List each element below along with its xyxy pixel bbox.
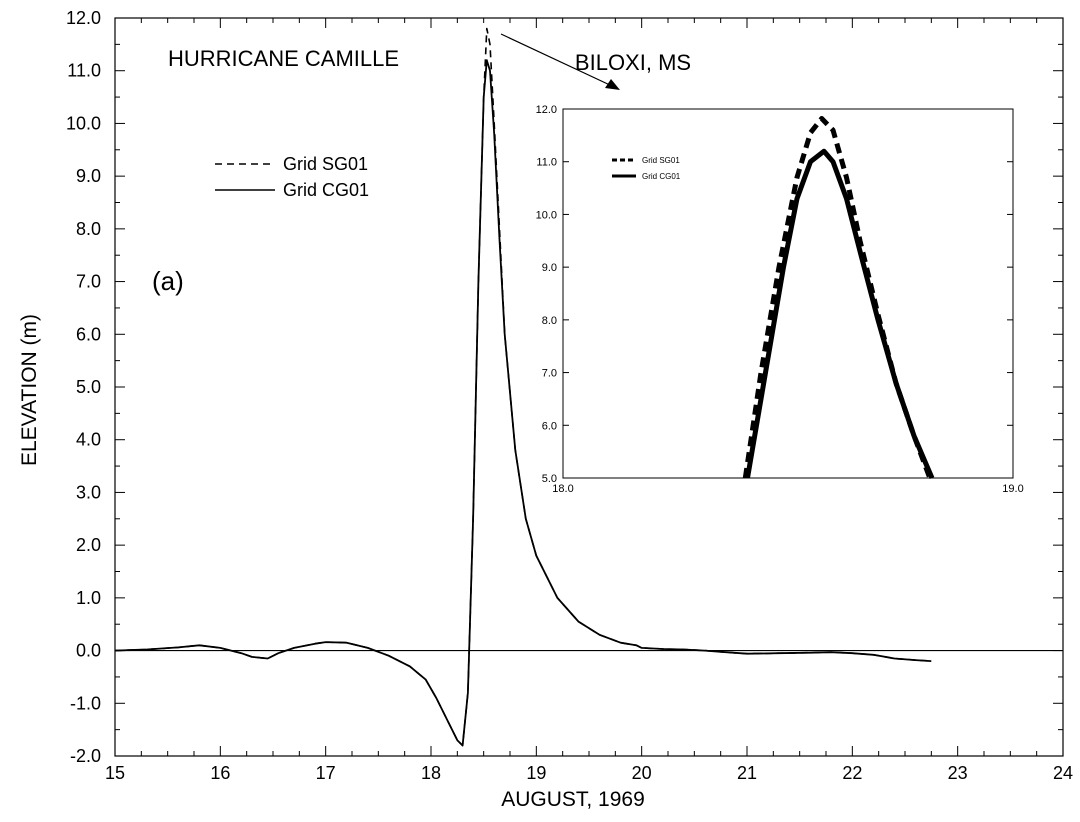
main-y-tick-label: 8.0 bbox=[76, 219, 101, 239]
main-y-tick-label: 1.0 bbox=[76, 588, 101, 608]
main-y-tick-label: 7.0 bbox=[76, 272, 101, 292]
inset-y-tick-label: 6.0 bbox=[542, 420, 557, 432]
main-x-tick-label: 15 bbox=[105, 763, 125, 783]
main-chart: -2.0 -1.0 0.0 1.0 2.0 3.0 4.0 5.0 6.0 7.0 8.0 9.0 10… bbox=[66, 8, 1073, 783]
main-x-tick-label: 22 bbox=[842, 763, 862, 783]
chart-labels: HURRICANE CAMILLE (a) AUGUST, 1969 ELEVA… bbox=[18, 46, 691, 811]
main-y-tick-label: 12.0 bbox=[66, 8, 101, 28]
main-x-tick-label: 23 bbox=[948, 763, 968, 783]
inset-y-tick-label: 12.0 bbox=[536, 104, 557, 116]
main-y-tick-label: 5.0 bbox=[76, 377, 101, 397]
main-legend-label: Grid SG01 bbox=[283, 154, 368, 174]
main-y-tick-label: 4.0 bbox=[76, 430, 101, 450]
main-y-tick-label: 3.0 bbox=[76, 482, 101, 502]
main-y-tick-label: 11.0 bbox=[67, 61, 101, 81]
inset-y-tick-label: 5.0 bbox=[542, 473, 557, 485]
y-axis-label: ELEVATION (m) bbox=[18, 314, 41, 466]
main-y-tick-label: 10.0 bbox=[66, 113, 101, 133]
main-y-tick-label: 2.0 bbox=[76, 535, 101, 555]
main-y-tick-label: 6.0 bbox=[76, 324, 101, 344]
main-x-tick-label: 17 bbox=[316, 763, 336, 783]
main-y-tick-label: -2.0 bbox=[70, 746, 101, 766]
main-x-tick-label: 24 bbox=[1053, 763, 1073, 783]
inset-y-tick-label: 9.0 bbox=[542, 262, 557, 274]
inset-x-tick-label: 19.0 bbox=[1002, 483, 1023, 495]
x-axis-label: AUGUST, 1969 bbox=[501, 788, 645, 811]
inset-y-tick-label: 10.0 bbox=[536, 209, 557, 221]
inset-legend-label: Grid CG01 bbox=[642, 172, 681, 181]
main-series-line bbox=[114, 59, 932, 747]
inset-chart: 5.0 6.0 7.0 8.0 9.0 10.0 11.0 12.0 18.0 19.0 Grid … bbox=[536, 104, 1024, 495]
main-x-tick-label: 20 bbox=[632, 763, 652, 783]
main-y-tick-label: -1.0 bbox=[70, 693, 101, 713]
main-x-tick-label: 19 bbox=[526, 763, 546, 783]
main-x-tick-label: 18 bbox=[421, 763, 441, 783]
panel-label: (a) bbox=[152, 266, 184, 296]
inset-frame bbox=[562, 108, 1014, 479]
main-x-tick-label: 16 bbox=[210, 763, 230, 783]
main-chart-title: HURRICANE CAMILLE bbox=[168, 46, 399, 71]
callout-arrow-line bbox=[500, 33, 613, 87]
main-y-tick-label: 9.0 bbox=[76, 166, 101, 186]
inset-y-tick-label: 7.0 bbox=[542, 368, 557, 380]
inset-legend-label: Grid SG01 bbox=[642, 156, 680, 165]
inset-series-line bbox=[745, 148, 935, 479]
inset-chart-title: BILOXI, MS bbox=[575, 50, 691, 75]
callout-arrow-head bbox=[605, 79, 620, 90]
main-x-tick-label: 21 bbox=[737, 763, 757, 783]
main-legend-label: Grid CG01 bbox=[283, 180, 369, 200]
inset-x-tick-label: 18.0 bbox=[552, 483, 573, 495]
inset-y-tick-label: 8.0 bbox=[542, 315, 557, 327]
main-y-tick-label: 0.0 bbox=[76, 641, 101, 661]
inset-y-tick-label: 11.0 bbox=[536, 157, 557, 169]
